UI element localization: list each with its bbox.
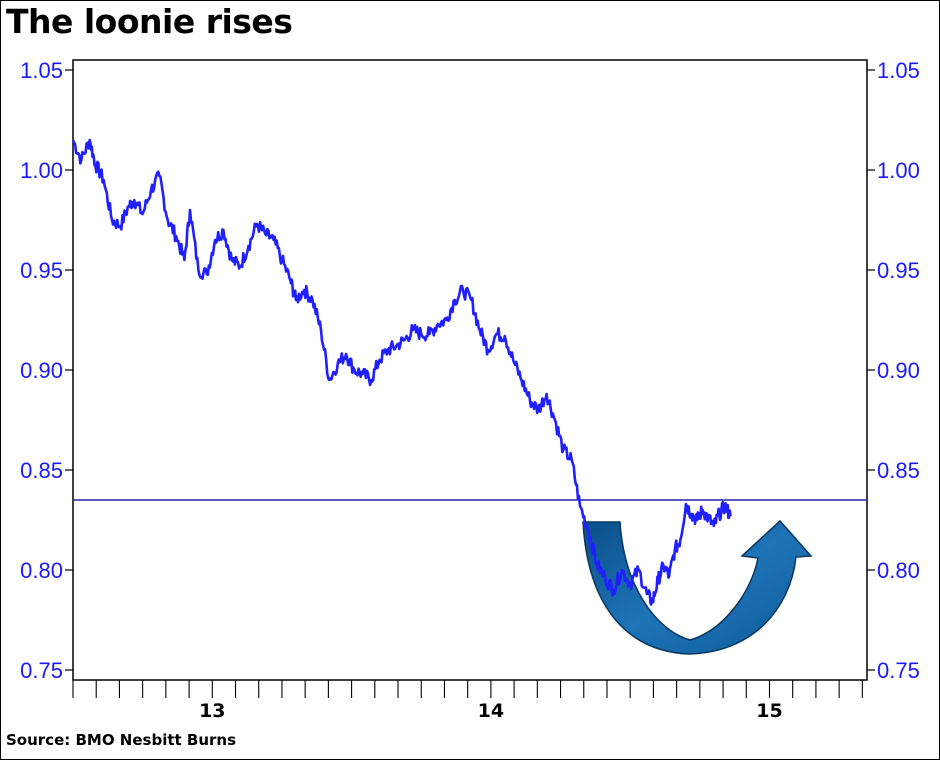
y-tick-label-left: 1.05 (20, 58, 63, 83)
y-tick-label-right: 1.05 (877, 58, 920, 83)
right-axis: 0.75 0.80 0.85 0.90 0.95 1.00 1.05 (867, 58, 920, 683)
left-axis: 0.75 0.80 0.85 0.90 0.95 1.00 1.05 (20, 58, 73, 683)
y-tick-label-left: 0.75 (20, 658, 63, 683)
x-tick-label: 14 (478, 700, 504, 722)
source-note: Source: BMO Nesbitt Burns (6, 731, 237, 749)
y-tick-label-left: 1.00 (20, 158, 63, 183)
u-turn-arrow-icon (582, 519, 813, 655)
y-tick-label-right: 0.75 (877, 658, 920, 683)
y-tick-label-left: 0.80 (20, 558, 63, 583)
x-tick-label: 13 (199, 700, 225, 722)
y-tick-label-right: 0.95 (877, 258, 920, 283)
y-tick-label-right: 0.80 (877, 558, 920, 583)
y-tick-label-left: 0.85 (20, 458, 63, 483)
y-tick-label-left: 0.95 (20, 258, 63, 283)
x-axis: 13 14 15 (72, 680, 863, 722)
y-tick-label-right: 0.90 (877, 358, 920, 383)
y-tick-label-left: 0.90 (20, 358, 63, 383)
y-tick-label-right: 1.00 (877, 158, 920, 183)
x-tick-label: 15 (756, 700, 782, 722)
chart-title: The loonie rises (6, 2, 293, 41)
series-line-loonie (71, 138, 732, 606)
y-tick-label-right: 0.85 (877, 458, 920, 483)
